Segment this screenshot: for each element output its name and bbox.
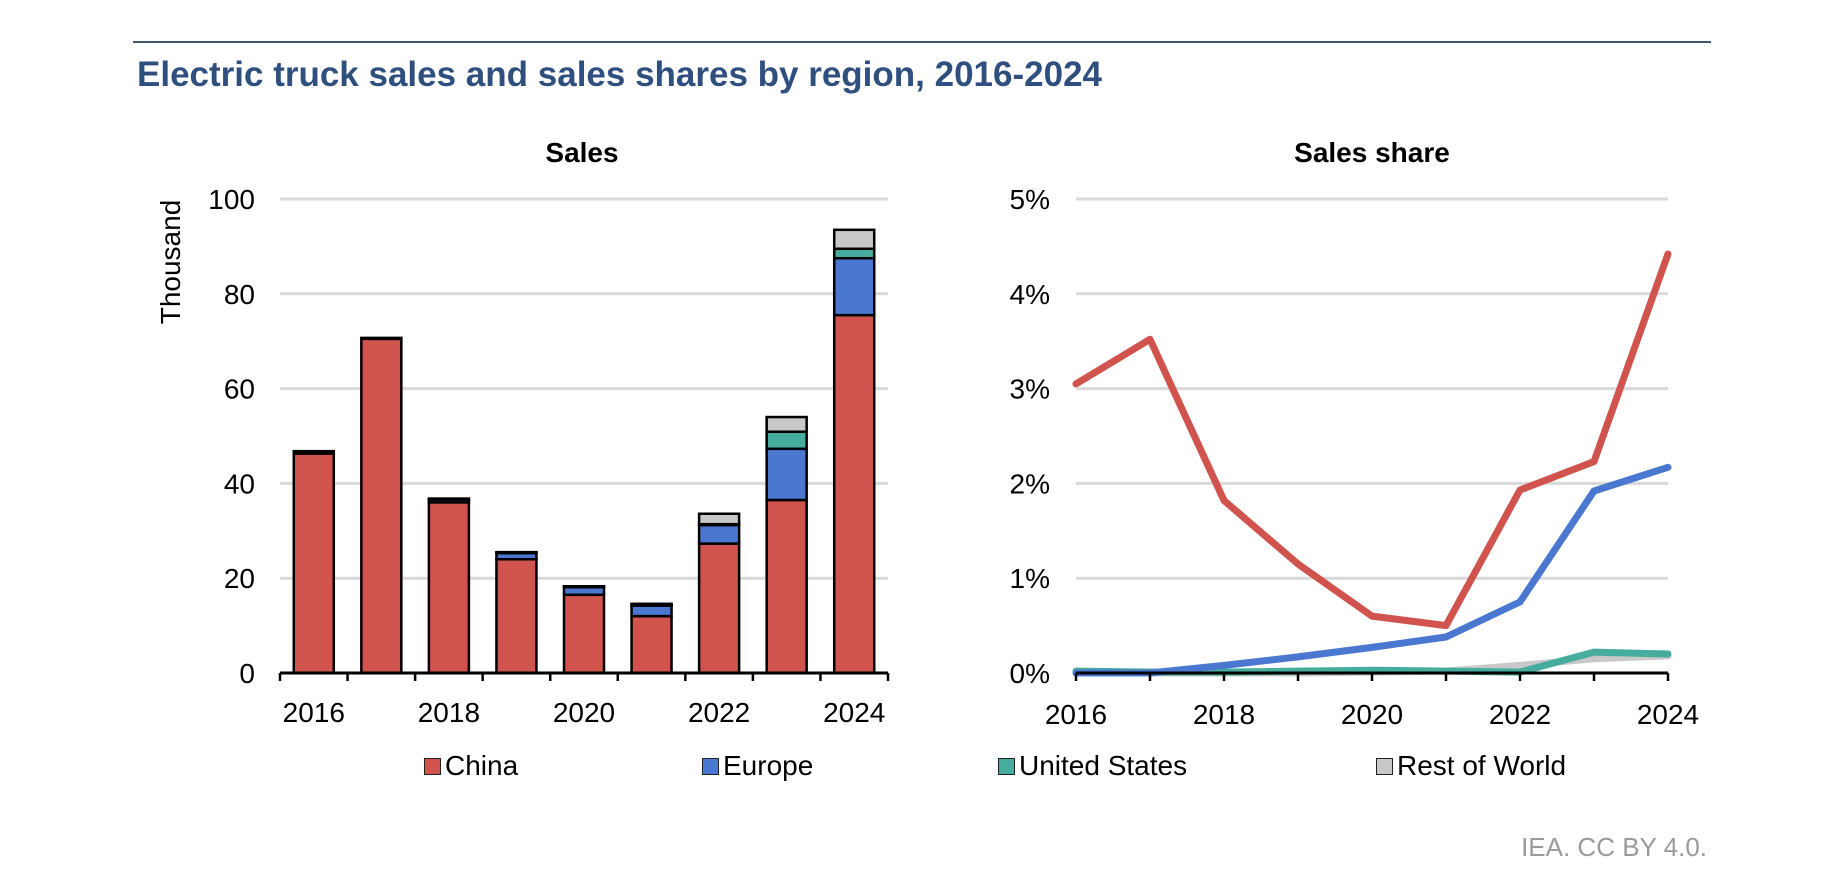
bar-segment: [292, 452, 336, 675]
y-tick-label: 0: [239, 658, 255, 689]
source-credit: IEA. CC BY 4.0.: [1521, 832, 1707, 862]
chart-title: Electric truck sales and sales shares by…: [137, 55, 1102, 94]
y-tick-label: 2%: [1010, 468, 1050, 499]
bar-segment: [697, 523, 741, 545]
bar-segment: [360, 337, 403, 675]
bar-segment: [832, 313, 876, 675]
bar-segment: [630, 602, 673, 606]
legend-item: United States: [998, 750, 1187, 782]
x-tick-label: 2016: [1045, 699, 1107, 730]
x-tick-label: 2016: [283, 697, 345, 728]
legend-swatch: [1376, 757, 1393, 775]
legend-item: Europe: [702, 750, 813, 782]
bar-segment: [427, 497, 471, 501]
x-tick-label: 2018: [418, 697, 480, 728]
y-tick-label: 100: [208, 184, 255, 215]
bar-segment: [832, 247, 876, 260]
x-tick-label: 2018: [1193, 699, 1255, 730]
legend-item: China: [424, 750, 518, 782]
bar-segment: [765, 498, 808, 675]
y-tick-label: 80: [224, 279, 255, 310]
top-rule: [133, 41, 1711, 43]
legend-label: Rest of World: [1397, 750, 1567, 781]
bar-segment: [697, 542, 741, 675]
legend-item: Rest of World: [1376, 750, 1566, 782]
bar-segment: [765, 415, 808, 433]
bar-segment: [832, 228, 876, 251]
y-tick-label: 3%: [1010, 374, 1050, 405]
y-axis-label: Thousand: [155, 200, 186, 325]
sales-panel-title: Sales: [545, 137, 618, 168]
series-line: [1072, 250, 1672, 630]
y-tick-label: 5%: [1010, 184, 1050, 215]
y-tick-label: 0%: [1010, 658, 1050, 689]
legend-swatch: [424, 757, 441, 775]
y-tick-label: 20: [224, 563, 255, 594]
bar-segment: [292, 449, 336, 453]
legend-swatch: [998, 757, 1015, 775]
bar-segment: [427, 501, 471, 675]
y-tick-label: 60: [224, 374, 255, 405]
legend-label: United States: [1019, 750, 1188, 781]
x-tick-label: 2022: [1489, 699, 1551, 730]
bar-segment: [360, 336, 403, 341]
bar-segment: [697, 512, 741, 526]
x-tick-label: 2020: [1341, 699, 1403, 730]
y-tick-label: 40: [224, 468, 255, 499]
bar-segment: [765, 430, 808, 451]
x-tick-label: 2022: [688, 697, 750, 728]
series-line: [1072, 463, 1672, 677]
bar-segment: [495, 557, 538, 675]
share-panel-title: Sales share: [1294, 137, 1450, 168]
bar-segment: [832, 257, 876, 317]
bar-segment: [562, 593, 606, 675]
bar-segment: [630, 614, 673, 675]
bar-segment: [630, 604, 673, 618]
y-tick-label: 1%: [1010, 563, 1050, 594]
bar-segment: [562, 585, 606, 589]
legend-label: Europe: [723, 750, 814, 781]
x-tick-label: 2024: [1637, 699, 1699, 730]
legend-swatch: [702, 757, 719, 775]
legend-label: China: [445, 750, 519, 781]
y-tick-label: 4%: [1010, 279, 1050, 310]
legend: China Europe United States Rest of World: [0, 750, 1834, 790]
bar-segment: [495, 550, 538, 554]
bar-segment: [765, 447, 808, 502]
x-tick-label: 2020: [553, 697, 615, 728]
x-tick-label: 2024: [823, 697, 885, 728]
